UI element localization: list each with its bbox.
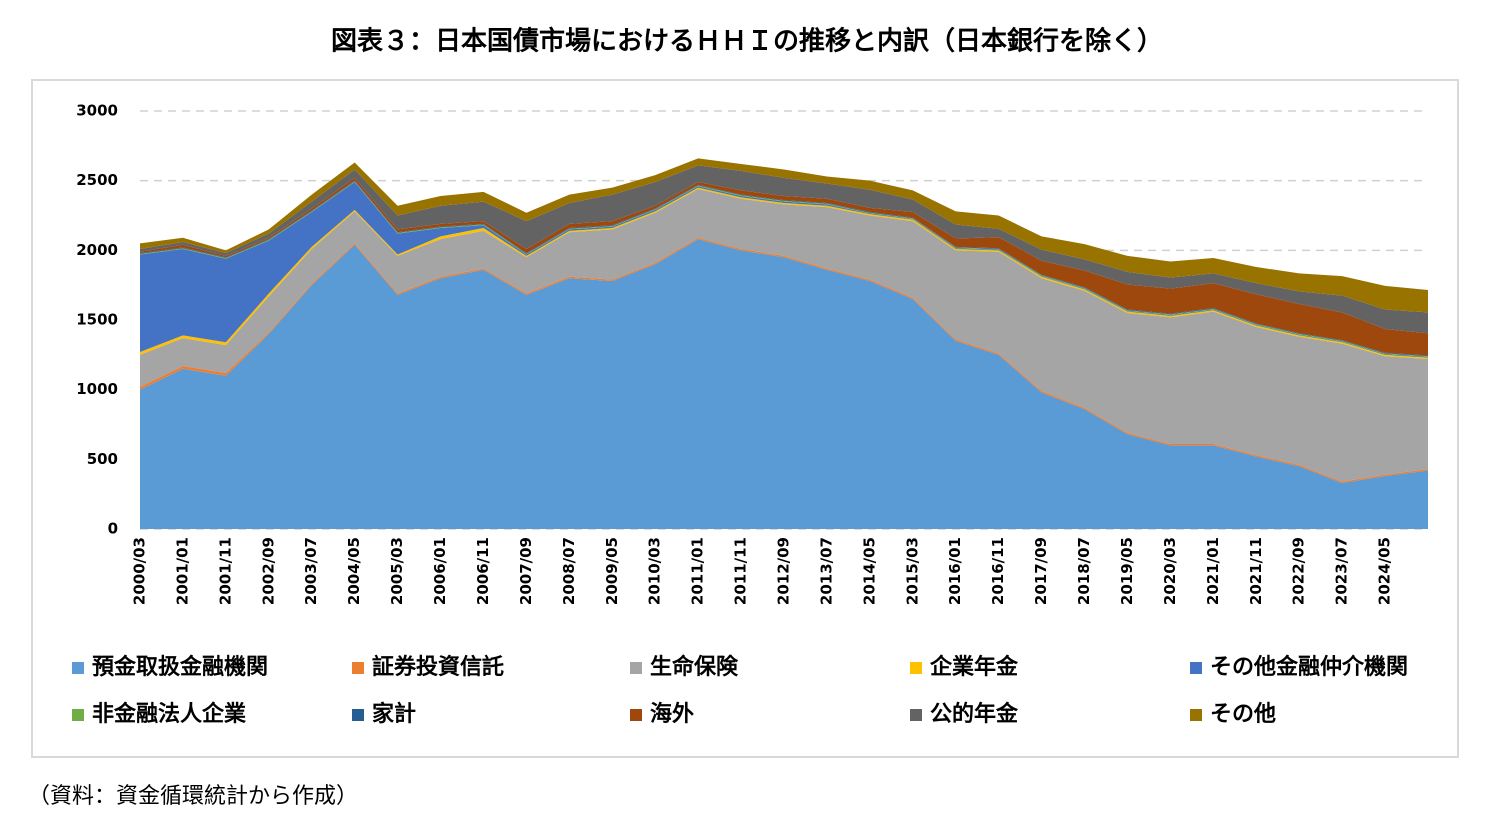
x-tick-label: 2017/09 xyxy=(1032,537,1050,605)
x-tick-label: 2008/07 xyxy=(560,537,578,605)
x-tick-label: 2011/11 xyxy=(732,537,750,605)
legend-swatch xyxy=(910,662,922,674)
x-tick-label: 2011/01 xyxy=(689,537,707,605)
legend-label: その他 xyxy=(1210,702,1276,727)
y-tick-label: 500 xyxy=(87,450,118,468)
x-tick-label: 2024/05 xyxy=(1376,537,1394,605)
area xyxy=(140,158,1428,313)
x-tick-label: 2013/07 xyxy=(817,537,835,605)
x-tick-label: 2021/01 xyxy=(1204,537,1222,605)
area xyxy=(140,189,1428,482)
area xyxy=(140,239,1428,530)
x-tick-label: 2012/09 xyxy=(775,537,793,605)
x-tick-label: 2016/11 xyxy=(989,537,1007,605)
legend-swatch xyxy=(72,662,84,674)
x-tick-label: 2001/01 xyxy=(173,537,191,605)
x-tick-label: 2018/07 xyxy=(1075,537,1093,605)
area xyxy=(140,165,1428,334)
legend-label: 家計 xyxy=(372,701,416,727)
x-tick-label: 2006/11 xyxy=(474,537,492,605)
source-note: （資料：資金循環統計から作成） xyxy=(28,784,358,809)
x-tick-label: 2002/09 xyxy=(259,537,277,605)
x-tick-label: 2022/09 xyxy=(1290,537,1308,605)
legend-swatch xyxy=(910,709,922,721)
x-tick-label: 2009/05 xyxy=(603,537,621,605)
x-tick-label: 2003/07 xyxy=(302,537,320,605)
legend-swatch xyxy=(1190,709,1202,721)
chart-frame xyxy=(31,79,1459,758)
legend-label: その他金融仲介機関 xyxy=(1210,654,1408,680)
x-tick-label: 2007/09 xyxy=(517,537,535,605)
legend-swatch xyxy=(1190,662,1202,674)
legend-swatch xyxy=(72,709,84,721)
y-tick-label: 1500 xyxy=(76,311,118,329)
y-tick-label: 2500 xyxy=(76,171,118,189)
legend-label: 非金融法人企業 xyxy=(92,701,247,727)
area xyxy=(140,237,1428,484)
x-tick-label: 2001/11 xyxy=(216,537,234,605)
legend-label: 海外 xyxy=(650,701,694,727)
x-tick-label: 2006/01 xyxy=(431,537,449,605)
x-tick-label: 2016/01 xyxy=(946,537,964,605)
x-tick-label: 2015/03 xyxy=(903,537,921,605)
legend-swatch xyxy=(352,709,364,721)
legend-label: 生命保険 xyxy=(650,654,739,680)
legend-label: 預金取扱金融機関 xyxy=(92,654,268,680)
x-tick-label: 2023/07 xyxy=(1333,537,1351,605)
x-tick-label: 2005/03 xyxy=(388,537,406,605)
y-tick-label: 1000 xyxy=(76,380,118,398)
legend-swatch xyxy=(630,662,642,674)
legend-label: 証券投資信託 xyxy=(372,654,504,680)
x-tick-label: 2000/03 xyxy=(131,537,149,605)
x-tick-label: 2021/11 xyxy=(1247,537,1265,605)
legend-swatch xyxy=(630,709,642,721)
x-tick-label: 2020/03 xyxy=(1161,537,1179,605)
x-tick-label: 2010/03 xyxy=(646,537,664,605)
x-tick-label: 2014/05 xyxy=(860,537,878,605)
legend-label: 公的年金 xyxy=(930,701,1019,727)
y-tick-label: 3000 xyxy=(76,102,118,120)
legend-swatch xyxy=(352,662,364,674)
legend-label: 企業年金 xyxy=(929,654,1019,680)
x-tick-label: 2004/05 xyxy=(345,537,363,605)
y-tick-label: 0 xyxy=(108,520,118,538)
x-tick-label: 2019/05 xyxy=(1118,537,1136,605)
y-tick-label: 2000 xyxy=(76,241,118,259)
chart-title: 図表３：日本国債市場におけるＨＨＩの推移と内訳（日本銀行を除く） xyxy=(331,26,1163,57)
